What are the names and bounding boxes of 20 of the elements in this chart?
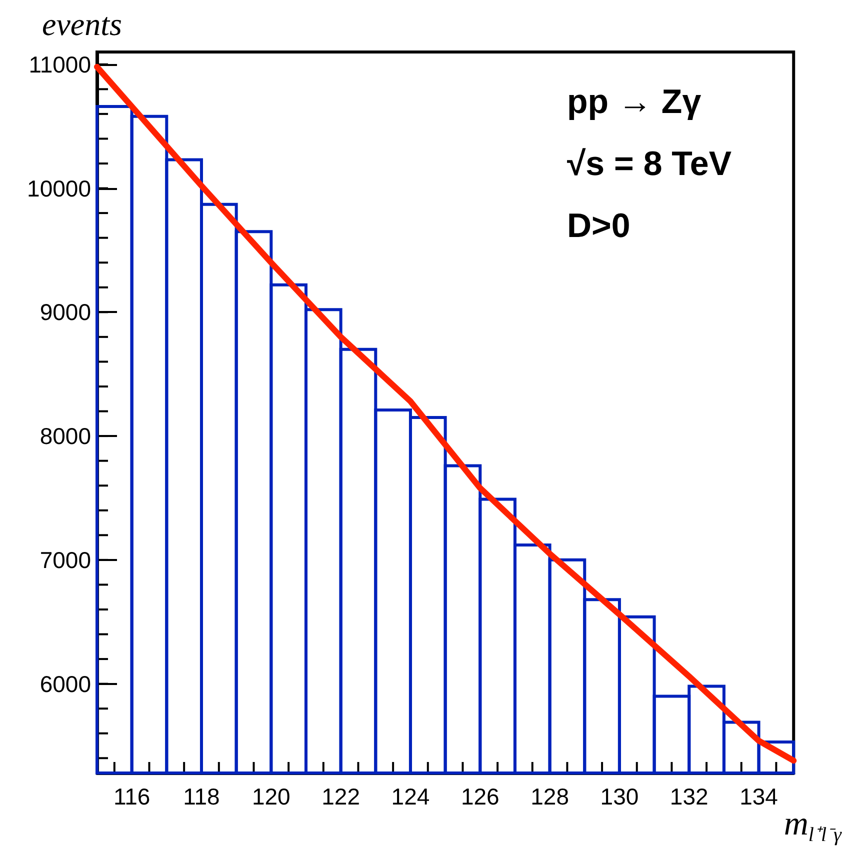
x-tick-label: 132 — [670, 784, 708, 810]
x-tick-label: 118 — [183, 784, 220, 810]
y-axis-title: events — [42, 6, 122, 42]
y-tick-label: 7000 — [40, 546, 91, 573]
x-tick-label: 126 — [460, 784, 500, 810]
y-tick-label: 11000 — [28, 51, 91, 78]
y-tick-label: 10000 — [27, 175, 91, 202]
y-tick-label: 9000 — [40, 299, 91, 326]
x-tick-label: 120 — [252, 784, 290, 810]
x-tick-label: 116 — [113, 784, 150, 810]
annotation: D>0 — [567, 207, 630, 245]
y-tick-label: 8000 — [40, 423, 91, 450]
y-tick-label: 6000 — [40, 670, 91, 697]
x-tick-label: 134 — [740, 784, 778, 810]
x-tick-label: 124 — [391, 784, 430, 810]
annotation: pp → Zγ — [567, 83, 702, 121]
x-tick-label: 128 — [530, 784, 569, 810]
x-tick-label: 130 — [600, 784, 639, 810]
x-tick-label: 122 — [322, 784, 360, 810]
annotation: √s = 8 TeV — [567, 145, 732, 183]
